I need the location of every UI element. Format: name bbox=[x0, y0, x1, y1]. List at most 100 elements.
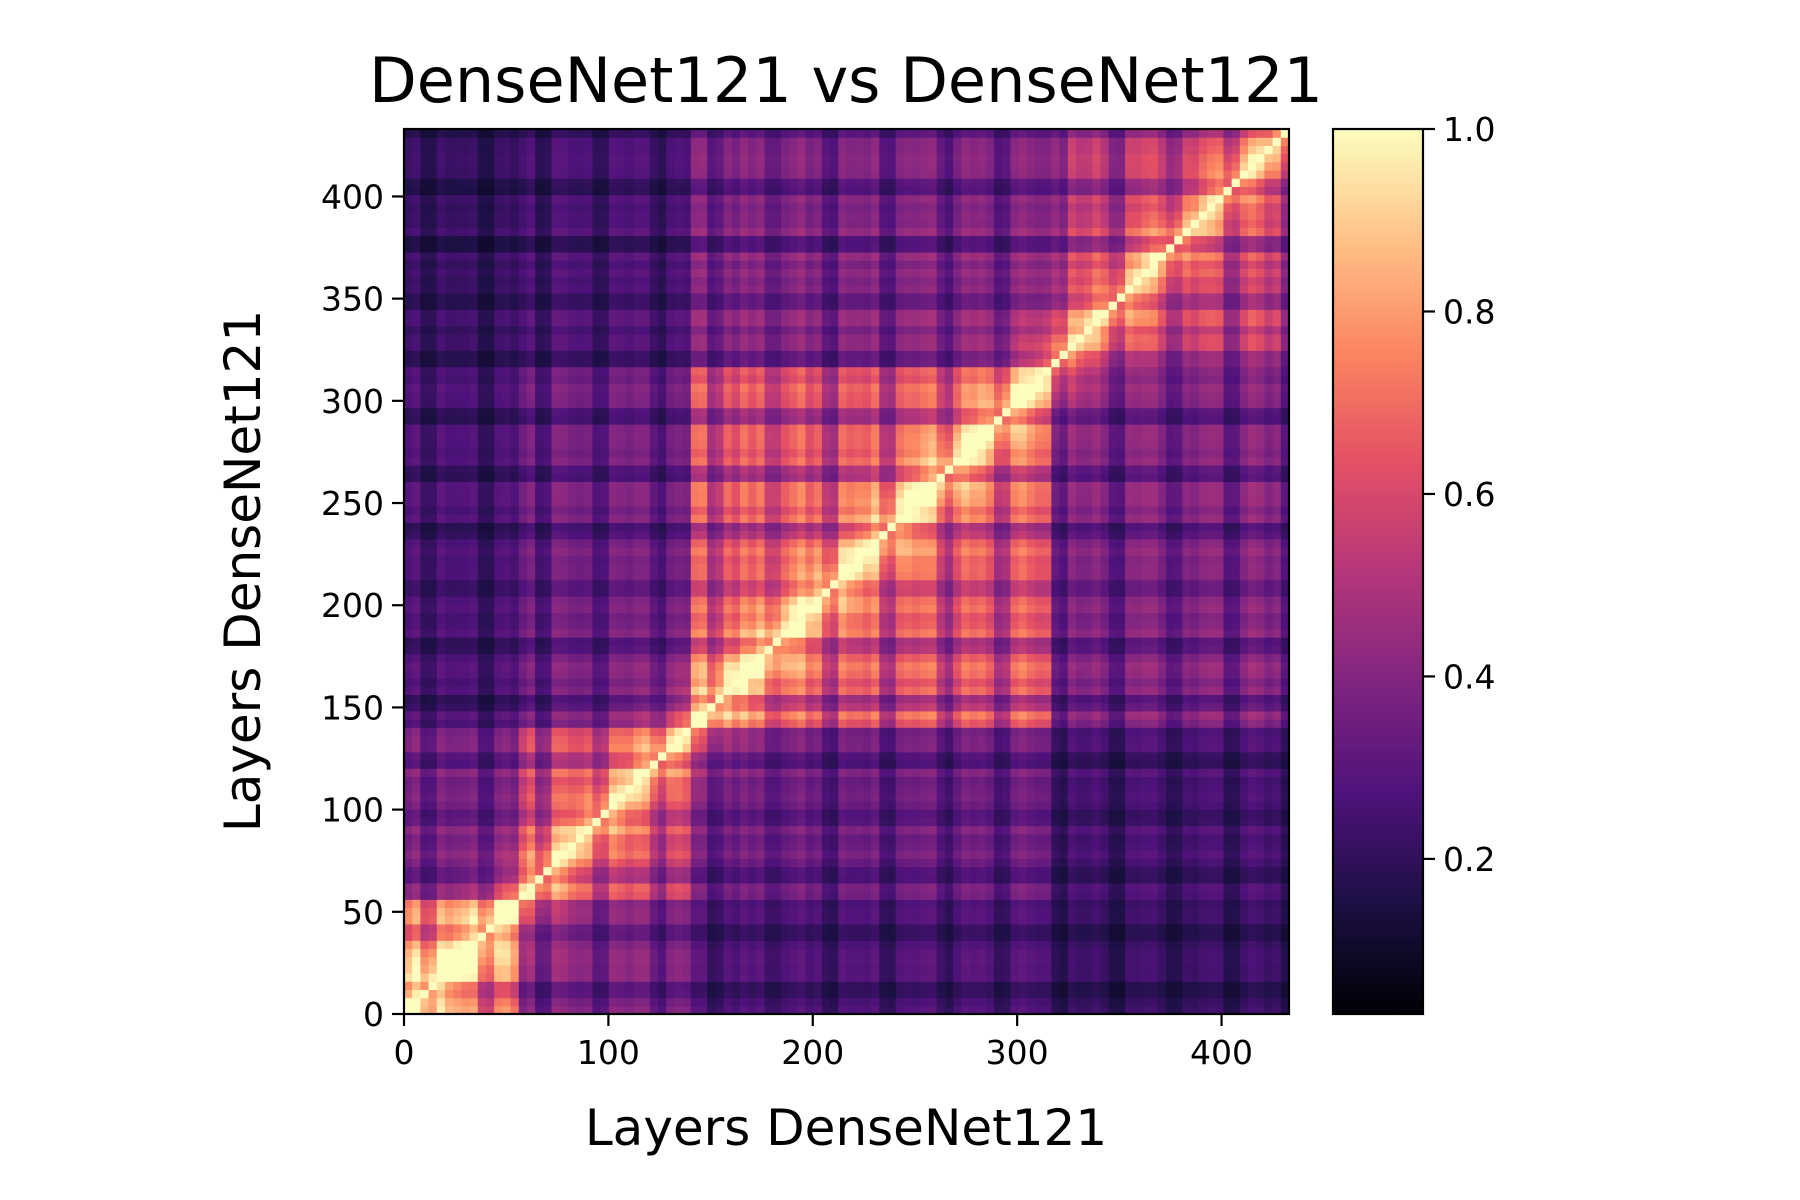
heatmap-cell bbox=[551, 932, 561, 941]
heatmap-cell bbox=[707, 858, 716, 868]
heatmap-cell bbox=[879, 915, 889, 925]
heatmap-cell bbox=[690, 841, 700, 851]
heatmap-cell bbox=[682, 817, 692, 827]
heatmap-cell bbox=[690, 719, 700, 728]
heatmap-cell bbox=[608, 792, 618, 802]
heatmap-cell bbox=[1108, 719, 1118, 728]
heatmap-cell bbox=[1256, 899, 1266, 909]
heatmap-cell bbox=[969, 964, 979, 974]
heatmap-cell bbox=[485, 841, 495, 851]
heatmap-cell bbox=[1207, 686, 1216, 696]
heatmap-cell bbox=[838, 645, 848, 655]
heatmap-cell bbox=[543, 710, 553, 720]
heatmap-cell bbox=[649, 923, 659, 933]
heatmap-cell bbox=[985, 719, 995, 728]
heatmap-cell bbox=[633, 784, 643, 794]
heatmap-cell bbox=[830, 686, 839, 696]
heatmap-cell bbox=[1059, 784, 1069, 794]
heatmap-cell bbox=[1002, 751, 1011, 761]
heatmap-cell bbox=[1264, 882, 1274, 892]
heatmap-cell bbox=[756, 653, 766, 663]
heatmap-cell bbox=[404, 637, 413, 646]
heatmap-cell bbox=[658, 751, 667, 761]
heatmap-cell bbox=[1108, 932, 1118, 941]
heatmap-cell bbox=[961, 989, 971, 999]
heatmap-cell bbox=[707, 964, 716, 974]
heatmap-cell bbox=[805, 981, 815, 991]
heatmap-cell bbox=[641, 915, 651, 925]
heatmap-cell bbox=[1092, 768, 1102, 777]
heatmap-cell bbox=[1010, 759, 1020, 769]
heatmap-cell bbox=[805, 940, 815, 950]
heatmap-cell bbox=[797, 874, 807, 884]
heatmap-cell bbox=[436, 669, 446, 679]
heatmap-cell bbox=[928, 809, 938, 818]
heatmap-cell bbox=[567, 841, 577, 851]
heatmap-cell bbox=[1075, 727, 1085, 736]
heatmap-cell bbox=[813, 743, 823, 753]
heatmap-cell bbox=[944, 940, 954, 950]
heatmap-cell bbox=[903, 776, 913, 786]
heatmap-cell bbox=[592, 719, 602, 728]
heatmap-cell bbox=[674, 964, 684, 974]
heatmap-cell bbox=[600, 997, 610, 1007]
heatmap-cell bbox=[682, 735, 692, 745]
heatmap-cell bbox=[600, 710, 610, 720]
heatmap-cell bbox=[477, 669, 487, 679]
heatmap-cell bbox=[780, 669, 790, 679]
heatmap-cell bbox=[674, 759, 684, 769]
heatmap-cell bbox=[559, 702, 569, 712]
heatmap-cell bbox=[559, 948, 569, 958]
heatmap-cell bbox=[961, 964, 971, 974]
heatmap-cell bbox=[625, 850, 635, 859]
heatmap-cell bbox=[1223, 800, 1233, 810]
heatmap-cell bbox=[428, 735, 438, 745]
heatmap-cell bbox=[1133, 768, 1143, 777]
heatmap-cell bbox=[1141, 891, 1151, 900]
heatmap-cell bbox=[936, 973, 946, 982]
heatmap-cell bbox=[739, 792, 749, 802]
heatmap-cell bbox=[551, 743, 561, 753]
heatmap-cell bbox=[961, 653, 971, 663]
heatmap-cell bbox=[1116, 702, 1126, 712]
heatmap-cell bbox=[977, 850, 987, 859]
heatmap-cell bbox=[1051, 809, 1061, 818]
heatmap-cell bbox=[1026, 702, 1036, 712]
heatmap-cell bbox=[461, 932, 471, 941]
heatmap-cell bbox=[682, 899, 692, 909]
heatmap-cell bbox=[1223, 825, 1233, 835]
heatmap-cell bbox=[1067, 678, 1077, 687]
heatmap-cell bbox=[485, 981, 495, 991]
heatmap-cell bbox=[633, 645, 643, 655]
heatmap-cell bbox=[903, 792, 913, 802]
heatmap-cell bbox=[436, 694, 446, 704]
heatmap-cell bbox=[461, 850, 471, 859]
heatmap-cell bbox=[502, 645, 512, 655]
heatmap-cell bbox=[510, 653, 520, 663]
heatmap-cell bbox=[1141, 915, 1151, 925]
heatmap-cell bbox=[428, 899, 438, 909]
heatmap-cell bbox=[1264, 850, 1274, 859]
heatmap-cell bbox=[813, 841, 823, 851]
heatmap-cell bbox=[789, 809, 798, 818]
heatmap-cell bbox=[600, 948, 610, 958]
heatmap-cell bbox=[953, 841, 962, 851]
heatmap-cell bbox=[1231, 743, 1241, 753]
heatmap-cell bbox=[453, 825, 462, 835]
heatmap-cell bbox=[461, 661, 471, 671]
heatmap-cell bbox=[1280, 940, 1289, 950]
heatmap-cell bbox=[584, 678, 594, 687]
heatmap-cell bbox=[1026, 866, 1036, 876]
heatmap-cell bbox=[1272, 661, 1282, 671]
heatmap-cell bbox=[1002, 964, 1011, 974]
heatmap-cell bbox=[1198, 882, 1208, 892]
heatmap-cell bbox=[838, 694, 848, 704]
heatmap-cell bbox=[830, 653, 839, 663]
heatmap-cell bbox=[944, 759, 954, 769]
heatmap-cell bbox=[912, 874, 921, 884]
heatmap-cell bbox=[1157, 645, 1167, 655]
heatmap-cell bbox=[994, 743, 1003, 753]
heatmap-cell bbox=[444, 743, 454, 753]
heatmap-cell bbox=[838, 882, 848, 892]
heatmap-cell bbox=[862, 809, 872, 818]
